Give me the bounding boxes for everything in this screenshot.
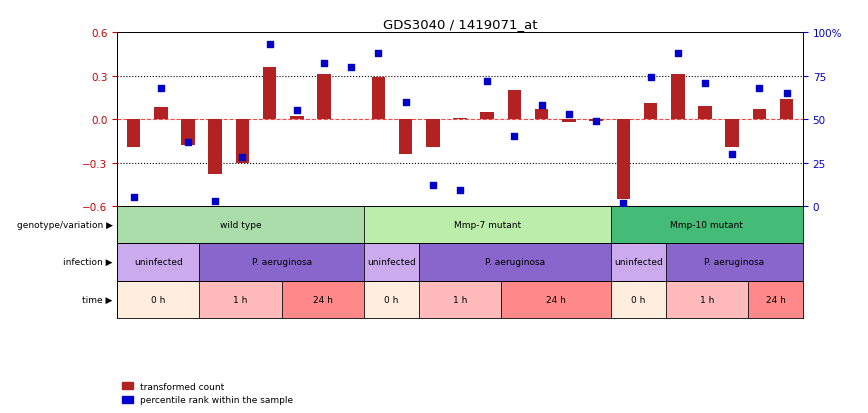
Text: Mmp-7 mutant: Mmp-7 mutant xyxy=(454,221,521,230)
Point xyxy=(589,118,603,125)
Bar xyxy=(698,107,712,120)
Point xyxy=(372,50,385,57)
Point xyxy=(398,99,412,106)
Point xyxy=(453,188,467,194)
Point xyxy=(426,183,440,189)
Text: 1 h: 1 h xyxy=(700,295,714,304)
Text: uninfected: uninfected xyxy=(614,258,662,267)
Text: uninfected: uninfected xyxy=(134,258,182,267)
Text: P. aeruginosa: P. aeruginosa xyxy=(252,258,312,267)
Text: Mmp-10 mutant: Mmp-10 mutant xyxy=(670,221,743,230)
Bar xyxy=(611,281,666,318)
Bar xyxy=(117,206,364,244)
Bar xyxy=(200,281,282,318)
Bar xyxy=(426,120,439,147)
Bar xyxy=(644,104,657,120)
Bar xyxy=(535,110,549,120)
Bar xyxy=(453,118,467,120)
Text: uninfected: uninfected xyxy=(367,258,416,267)
Bar xyxy=(589,120,603,121)
Bar xyxy=(117,244,200,281)
Text: 0 h: 0 h xyxy=(631,295,646,304)
Bar xyxy=(282,281,364,318)
Point xyxy=(779,90,793,97)
Bar xyxy=(290,117,304,120)
Text: wild type: wild type xyxy=(220,221,261,230)
Point xyxy=(562,111,575,118)
Text: 1 h: 1 h xyxy=(453,295,467,304)
Text: 0 h: 0 h xyxy=(385,295,398,304)
Point xyxy=(698,80,712,87)
Point xyxy=(290,108,304,114)
Bar xyxy=(364,281,419,318)
Bar xyxy=(671,75,685,120)
Point xyxy=(535,102,549,109)
Point xyxy=(480,78,494,85)
Point xyxy=(208,198,222,204)
Point xyxy=(317,61,331,68)
Text: time ▶: time ▶ xyxy=(82,295,113,304)
Point xyxy=(181,139,195,146)
Bar xyxy=(501,281,611,318)
Title: GDS3040 / 1419071_at: GDS3040 / 1419071_at xyxy=(383,17,537,31)
Bar xyxy=(263,68,276,120)
Bar xyxy=(481,113,494,120)
Bar xyxy=(372,78,385,120)
Point xyxy=(263,42,277,48)
Bar xyxy=(364,206,611,244)
Bar xyxy=(154,108,168,120)
Text: genotype/variation ▶: genotype/variation ▶ xyxy=(16,221,113,230)
Bar xyxy=(398,120,412,154)
Text: 24 h: 24 h xyxy=(546,295,566,304)
Bar xyxy=(235,120,249,163)
Point xyxy=(154,85,168,92)
Bar xyxy=(616,120,630,199)
Bar xyxy=(419,244,611,281)
Bar xyxy=(317,75,331,120)
Point xyxy=(508,134,522,140)
Bar xyxy=(127,120,141,147)
Bar xyxy=(419,281,501,318)
Point xyxy=(345,64,358,71)
Bar xyxy=(181,120,194,146)
Bar xyxy=(611,206,803,244)
Text: P. aeruginosa: P. aeruginosa xyxy=(485,258,545,267)
Bar xyxy=(726,120,739,147)
Bar xyxy=(748,281,803,318)
Text: P. aeruginosa: P. aeruginosa xyxy=(704,258,765,267)
Bar xyxy=(666,281,748,318)
Bar xyxy=(666,244,803,281)
Bar xyxy=(364,244,419,281)
Point xyxy=(725,151,739,158)
Bar xyxy=(753,110,766,120)
Text: infection ▶: infection ▶ xyxy=(63,258,113,267)
Point xyxy=(643,75,657,81)
Bar xyxy=(200,244,364,281)
Text: 24 h: 24 h xyxy=(313,295,332,304)
Bar xyxy=(562,120,575,123)
Point xyxy=(753,85,766,92)
Point xyxy=(235,154,249,161)
Point xyxy=(616,200,630,206)
Point xyxy=(671,50,685,57)
Bar xyxy=(117,281,200,318)
Text: 24 h: 24 h xyxy=(766,295,786,304)
Bar xyxy=(508,91,522,120)
Legend: transformed count, percentile rank within the sample: transformed count, percentile rank withi… xyxy=(122,382,293,404)
Text: 0 h: 0 h xyxy=(151,295,166,304)
Bar xyxy=(611,244,666,281)
Bar xyxy=(779,100,793,120)
Text: 1 h: 1 h xyxy=(233,295,247,304)
Point xyxy=(127,195,141,201)
Bar xyxy=(208,120,222,175)
